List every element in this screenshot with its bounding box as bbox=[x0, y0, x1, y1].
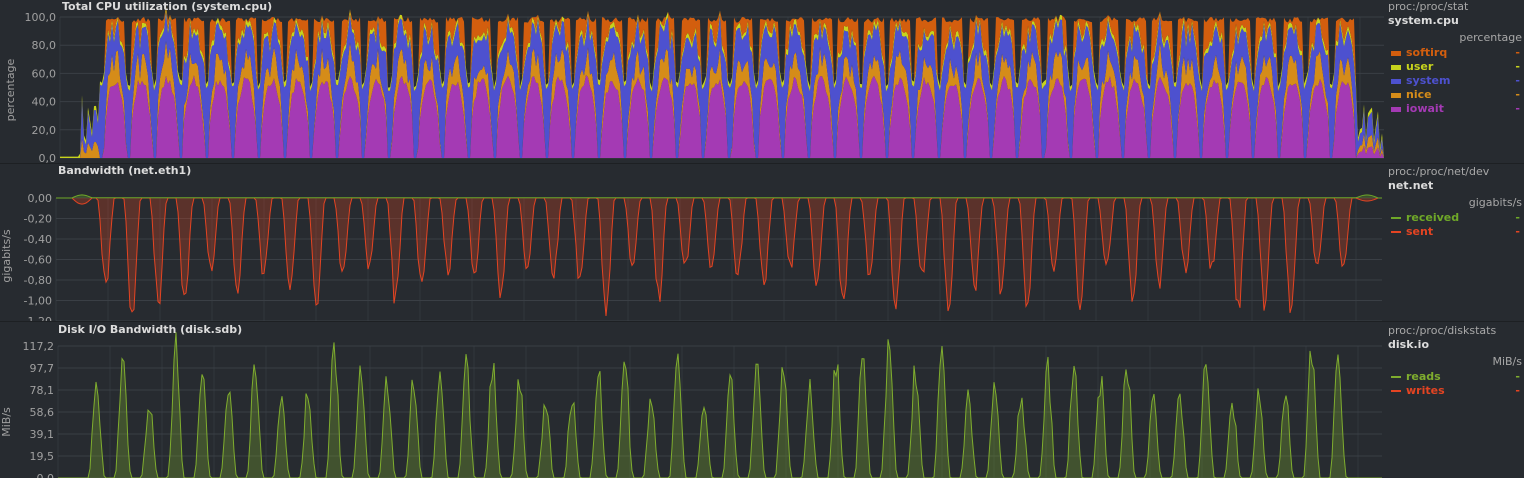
cpu-series-system bbox=[60, 11, 1384, 158]
network-legend-context: net.net bbox=[1388, 179, 1434, 192]
cpu-y-tick-label: 60,0 bbox=[32, 67, 57, 80]
network-y-tick-label: -1,20 bbox=[24, 315, 52, 322]
disk-legend: proc:/proc/diskstats disk.io MiB/s reads… bbox=[1388, 324, 1522, 398]
disk-y-tick-label: 0,0 bbox=[37, 472, 55, 478]
disk-y-tick-label: 39,1 bbox=[30, 428, 55, 441]
network-chart[interactable]: Bandwidth (net.eth1) gigabits/s 0,00 -0,2… bbox=[0, 164, 1524, 322]
network-legend-item-received[interactable]: received - bbox=[1388, 211, 1522, 225]
legend-value: - bbox=[1515, 225, 1520, 238]
network-series-received-line bbox=[56, 194, 1382, 199]
cpu-series-softirq bbox=[60, 6, 1384, 157]
network-y-tick-label: -0,20 bbox=[24, 213, 52, 226]
cpu-series-iowait bbox=[60, 75, 1384, 158]
cpu-legend-source: proc:/proc/stat bbox=[1388, 0, 1469, 13]
cpu-legend-item-iowait[interactable]: iowait - bbox=[1388, 102, 1522, 116]
network-panel: Bandwidth (net.eth1) gigabits/s 0,00 -0,2… bbox=[0, 164, 1524, 322]
cpu-legend: proc:/proc/stat system.cpu percentage so… bbox=[1388, 0, 1522, 116]
disk-y-tick-label: 58,6 bbox=[30, 406, 55, 419]
legend-swatch bbox=[1391, 65, 1401, 70]
network-y-axis-label: gigabits/s bbox=[0, 229, 13, 283]
cpu-panel: Total CPU utilization (system.cpu) perce… bbox=[0, 0, 1524, 164]
network-chart-title: Bandwidth (net.eth1) bbox=[58, 164, 191, 177]
cpu-legend-item-system[interactable]: system - bbox=[1388, 74, 1522, 88]
cpu-legend-units: percentage bbox=[1459, 31, 1522, 44]
disk-y-tick-label: 97,7 bbox=[30, 362, 55, 375]
legend-swatch bbox=[1391, 93, 1401, 98]
legend-value: - bbox=[1515, 370, 1520, 383]
legend-swatch bbox=[1391, 107, 1401, 112]
cpu-y-tick-label: 20,0 bbox=[32, 124, 57, 137]
cpu-series-nice bbox=[60, 41, 1384, 158]
disk-legend-item-reads[interactable]: reads - bbox=[1388, 370, 1522, 384]
disk-y-tick-label: 19,5 bbox=[30, 450, 55, 463]
legend-swatch bbox=[1391, 376, 1401, 378]
cpu-y-axis-label: percentage bbox=[4, 58, 17, 121]
legend-label: user bbox=[1406, 60, 1434, 73]
legend-swatch bbox=[1391, 79, 1401, 84]
network-y-tick-label: -0,80 bbox=[24, 274, 52, 287]
network-y-tick-label: -0,60 bbox=[24, 254, 52, 267]
legend-value: - bbox=[1515, 46, 1520, 59]
legend-label: system bbox=[1406, 74, 1451, 87]
legend-value: - bbox=[1515, 384, 1520, 397]
disk-y-axis-label: MiB/s bbox=[0, 407, 13, 437]
cpu-legend-item-nice[interactable]: nice - bbox=[1388, 88, 1522, 102]
network-legend-item-sent[interactable]: sent - bbox=[1388, 225, 1522, 239]
disk-series-reads-area bbox=[58, 332, 1382, 478]
cpu-y-tick-label: 80,0 bbox=[32, 39, 57, 52]
legend-value: - bbox=[1515, 74, 1520, 87]
disk-series-reads-line bbox=[58, 332, 1382, 478]
cpu-legend-context: system.cpu bbox=[1388, 14, 1459, 27]
network-series-sent-area bbox=[56, 198, 1382, 316]
legend-label: iowait bbox=[1406, 102, 1444, 115]
cpu-chart-title: Total CPU utilization (system.cpu) bbox=[62, 0, 272, 13]
cpu-y-tick-label: 100,0 bbox=[25, 11, 57, 24]
panel-divider bbox=[0, 163, 1524, 164]
cpu-y-tick-label: 40,0 bbox=[32, 96, 57, 109]
legend-label: reads bbox=[1406, 370, 1441, 383]
disk-legend-item-writes[interactable]: writes - bbox=[1388, 384, 1522, 398]
cpu-legend-item-softirq[interactable]: softirq - bbox=[1388, 46, 1522, 60]
legend-label: nice bbox=[1406, 88, 1432, 101]
network-y-tick-label: -1,00 bbox=[24, 295, 52, 308]
disk-legend-source: proc:/proc/diskstats bbox=[1388, 324, 1497, 337]
disk-legend-units: MiB/s bbox=[1492, 355, 1522, 368]
legend-label: writes bbox=[1406, 384, 1445, 397]
legend-swatch bbox=[1391, 390, 1401, 392]
legend-label: received bbox=[1406, 211, 1460, 224]
cpu-y-tick-label: 0,0 bbox=[39, 152, 57, 164]
legend-value: - bbox=[1515, 60, 1520, 73]
disk-chart[interactable]: Disk I/O Bandwidth (disk.sdb) MiB/s 117,… bbox=[0, 322, 1524, 478]
network-y-tick-label: 0,00 bbox=[28, 192, 53, 205]
legend-value: - bbox=[1515, 88, 1520, 101]
network-legend-units: gigabits/s bbox=[1468, 196, 1522, 209]
legend-value: - bbox=[1515, 102, 1520, 115]
cpu-legend-item-user[interactable]: user - bbox=[1388, 60, 1522, 74]
legend-swatch bbox=[1391, 51, 1401, 56]
legend-value: - bbox=[1515, 211, 1520, 224]
disk-y-tick-label: 78,1 bbox=[30, 384, 55, 397]
network-y-tick-label: -0,40 bbox=[24, 233, 52, 246]
legend-label: sent bbox=[1406, 225, 1434, 238]
network-legend-source: proc:/proc/net/dev bbox=[1388, 165, 1490, 178]
disk-panel: Disk I/O Bandwidth (disk.sdb) MiB/s 117,… bbox=[0, 322, 1524, 478]
cpu-chart[interactable]: Total CPU utilization (system.cpu) perce… bbox=[0, 0, 1524, 164]
disk-legend-context: disk.io bbox=[1388, 338, 1430, 351]
legend-swatch bbox=[1391, 217, 1401, 219]
legend-swatch bbox=[1391, 231, 1401, 233]
disk-y-tick-label: 117,2 bbox=[23, 340, 55, 353]
disk-chart-title: Disk I/O Bandwidth (disk.sdb) bbox=[58, 323, 242, 336]
legend-label: softirq bbox=[1406, 46, 1448, 59]
network-legend: proc:/proc/net/dev net.net gigabits/s re… bbox=[1388, 165, 1522, 239]
panel-divider bbox=[0, 321, 1524, 322]
